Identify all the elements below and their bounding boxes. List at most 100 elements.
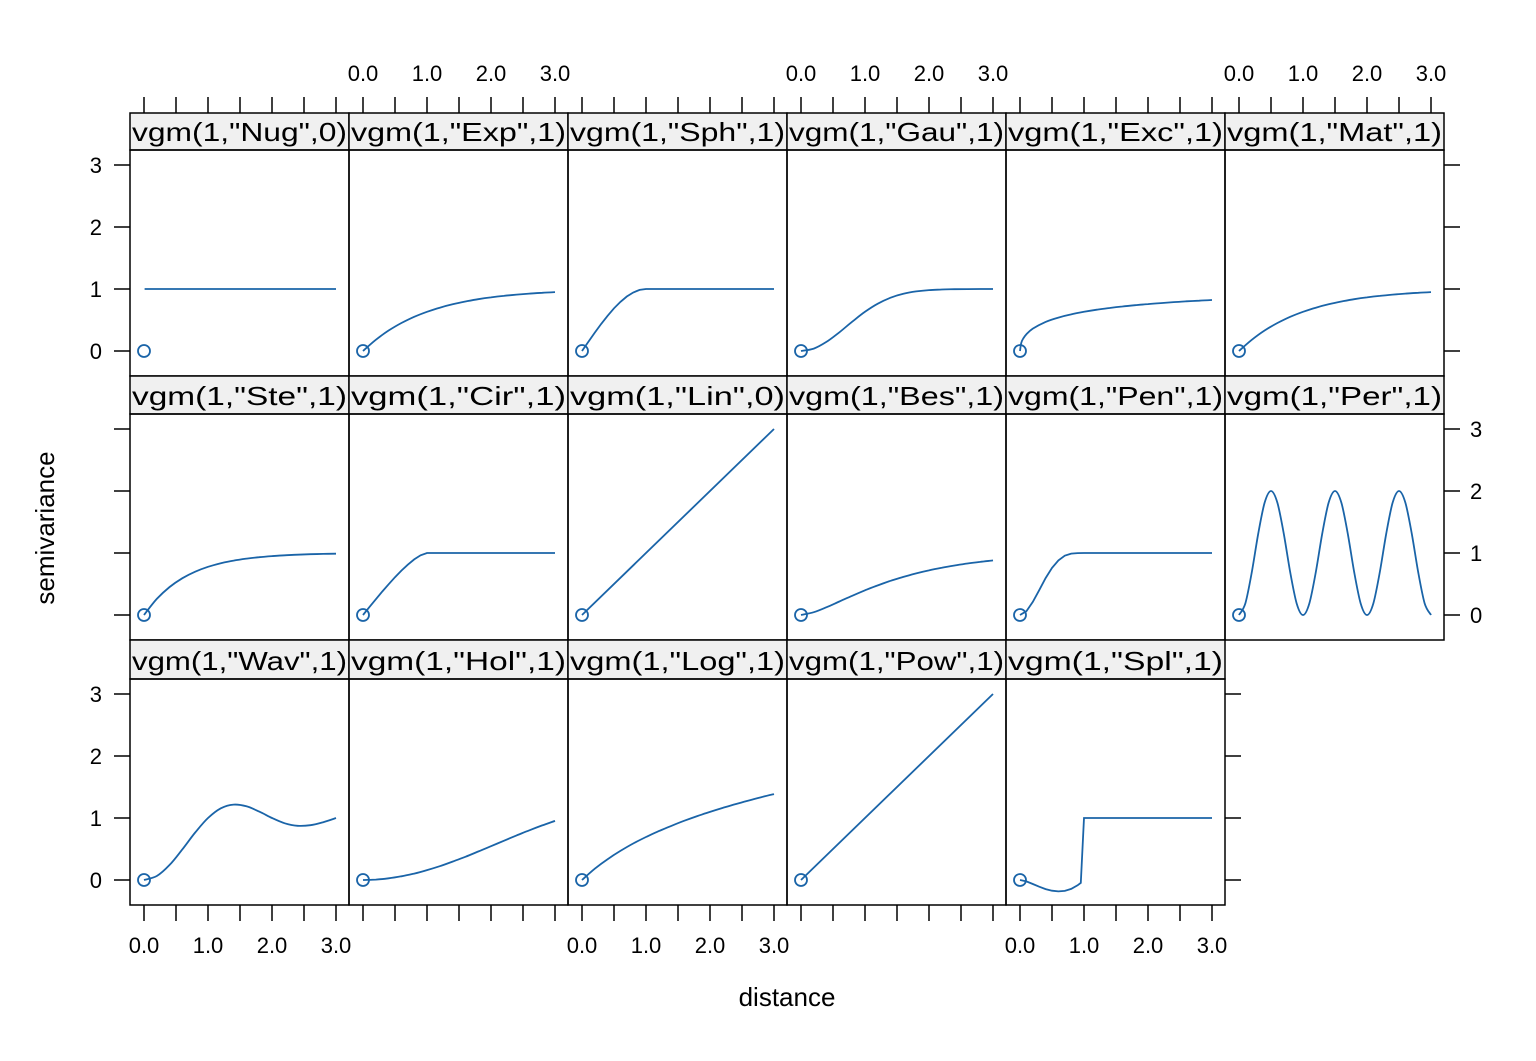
- x-tick-label-bottom: 3.0: [1197, 933, 1228, 958]
- y-tick-label-left: 1: [90, 277, 102, 302]
- panel-strip-title: vgm(1,"Pow",1): [789, 646, 1004, 676]
- panel-strip-title: vgm(1,"Sph",1): [570, 117, 785, 147]
- model-curve: [800, 693, 994, 881]
- panel-frame: [1224, 149, 1445, 377]
- x-tick-label-top: 2.0: [1352, 61, 1383, 86]
- origin-point: [1232, 608, 1246, 622]
- panel-strip-title: vgm(1,"Ste",1): [132, 381, 347, 411]
- x-tick-label-top: 1.0: [1288, 61, 1319, 86]
- panel-frame: [348, 678, 569, 906]
- origin-point: [356, 873, 370, 887]
- panel-frame: [1224, 413, 1445, 641]
- panel-strip: [1005, 112, 1226, 151]
- panel-strip-title: vgm(1,"Wav",1): [132, 646, 347, 676]
- y-tick-label-left: 3: [90, 682, 102, 707]
- x-axis-title: distance: [739, 982, 836, 1012]
- panel-strip-title: vgm(1,"Cir",1): [351, 381, 566, 411]
- y-tick-label-right: 3: [1470, 417, 1482, 442]
- panel-vgmlin: vgm(1,"Lin",0): [567, 375, 788, 641]
- origin-point: [356, 608, 370, 622]
- x-tick-label-bottom: 2.0: [257, 933, 288, 958]
- origin-point: [1232, 344, 1246, 358]
- x-tick-label-top: 2.0: [476, 61, 507, 86]
- panel-frame: [1005, 678, 1226, 906]
- panel-vgmpen: vgm(1,"Pen",1): [1005, 375, 1226, 641]
- model-curve: [362, 820, 556, 881]
- x-tick-label-bottom: 1.0: [193, 933, 224, 958]
- panel-vgmper: vgm(1,"Per",1) 0 1 2 3: [1224, 375, 1482, 641]
- panel-strip-title: vgm(1,"Exc",1): [1008, 117, 1223, 147]
- panel-frame: [348, 413, 569, 641]
- origin-point: [1013, 608, 1027, 622]
- y-tick-label-right: 2: [1470, 479, 1482, 504]
- panel-strip-title: vgm(1,"Exp",1): [351, 117, 566, 147]
- origin-point: [575, 873, 589, 887]
- panel-strip-title: vgm(1,"Nug",0): [132, 117, 347, 147]
- origin-point: [356, 344, 370, 358]
- model-curve: [581, 288, 774, 352]
- model-curve: [581, 428, 775, 616]
- model-curve: [1019, 299, 1213, 352]
- x-tick-label-bottom: 2.0: [1133, 933, 1164, 958]
- panel-vgmpow: vgm(1,"Pow",1): [786, 639, 1007, 921]
- origin-point: [794, 873, 808, 887]
- x-tick-label-top: 0.0: [348, 61, 379, 86]
- x-tick-label-top: 0.0: [786, 61, 817, 86]
- panel-vgmwav: vgm(1,"Wav",1) 0.0 1.0 2.0 3.0 0 1 2 3: [90, 639, 351, 958]
- panel-strip: [129, 112, 350, 151]
- panel-vgmgau: vgm(1,"Gau",1) 0.0 1.0 2.0 3.0: [786, 61, 1009, 377]
- panel-frame: [567, 149, 788, 377]
- panel-vgmbes: vgm(1,"Bes",1): [786, 375, 1007, 641]
- panel-strip-title: vgm(1,"Spl",1): [1008, 646, 1223, 676]
- x-tick-label-top: 1.0: [412, 61, 443, 86]
- origin-point: [137, 608, 151, 622]
- x-tick-label-bottom: 0.0: [129, 933, 160, 958]
- panel-strip: [1224, 112, 1445, 151]
- panel-vgmmat: vgm(1,"Mat",1) 0.0 1.0 2.0 3.0: [1224, 61, 1460, 377]
- panel-frame: [1005, 413, 1226, 641]
- model-curve: [362, 552, 555, 616]
- panel-vgmspl: vgm(1,"Spl",1) 0.0 1.0 2.0 3.0: [1005, 639, 1241, 958]
- origin-point: [575, 608, 589, 622]
- origin-point: [1013, 344, 1027, 358]
- panel-frame: [1005, 149, 1226, 377]
- origin-point: [137, 344, 151, 358]
- model-curve: [362, 291, 556, 352]
- panel-strip: [786, 639, 1007, 680]
- panel-frame: [786, 413, 1007, 641]
- model-curve: [1019, 552, 1212, 616]
- panel-strip-title: vgm(1,"Log",1): [570, 646, 785, 676]
- x-tick-label-top: 2.0: [914, 61, 945, 86]
- panel-vgmnug: vgm(1,"Nug",0) 0 1 2 3: [90, 97, 350, 377]
- x-tick-label-top: 3.0: [978, 61, 1009, 86]
- panel-strip-title: vgm(1,"Mat",1): [1227, 117, 1442, 147]
- y-tick-label-right: 1: [1470, 541, 1482, 566]
- y-axis-title: semivariance: [30, 451, 60, 604]
- panel-frame: [348, 149, 569, 377]
- x-tick-label-top: 0.0: [1224, 61, 1255, 86]
- x-tick-label-top: 1.0: [850, 61, 881, 86]
- panel-frame: [786, 149, 1007, 377]
- panel-vgmsph: vgm(1,"Sph",1): [567, 97, 788, 377]
- origin-point: [137, 873, 151, 887]
- x-tick-label-bottom: 1.0: [631, 933, 662, 958]
- panel-strip-title: vgm(1,"Hol",1): [351, 646, 566, 676]
- panel-strip-title: vgm(1,"Per",1): [1227, 381, 1442, 411]
- origin-point: [1013, 873, 1027, 887]
- origin-point: [794, 344, 808, 358]
- y-tick-label-left: 2: [90, 215, 102, 240]
- model-curve: [1238, 291, 1432, 352]
- origin-point: [575, 344, 589, 358]
- x-tick-label-top: 3.0: [540, 61, 571, 86]
- panel-vgmexc: vgm(1,"Exc",1): [1005, 97, 1226, 377]
- y-tick-label-right: 0: [1470, 603, 1482, 628]
- panel-frame: [567, 678, 788, 906]
- y-tick-label-left: 0: [90, 339, 102, 364]
- model-curve: [581, 793, 775, 881]
- panel-strip: [1005, 375, 1226, 415]
- model-curve: [800, 559, 994, 616]
- model-curve: [143, 803, 337, 881]
- y-tick-label-left: 2: [90, 744, 102, 769]
- x-tick-label-top: 3.0: [1416, 61, 1447, 86]
